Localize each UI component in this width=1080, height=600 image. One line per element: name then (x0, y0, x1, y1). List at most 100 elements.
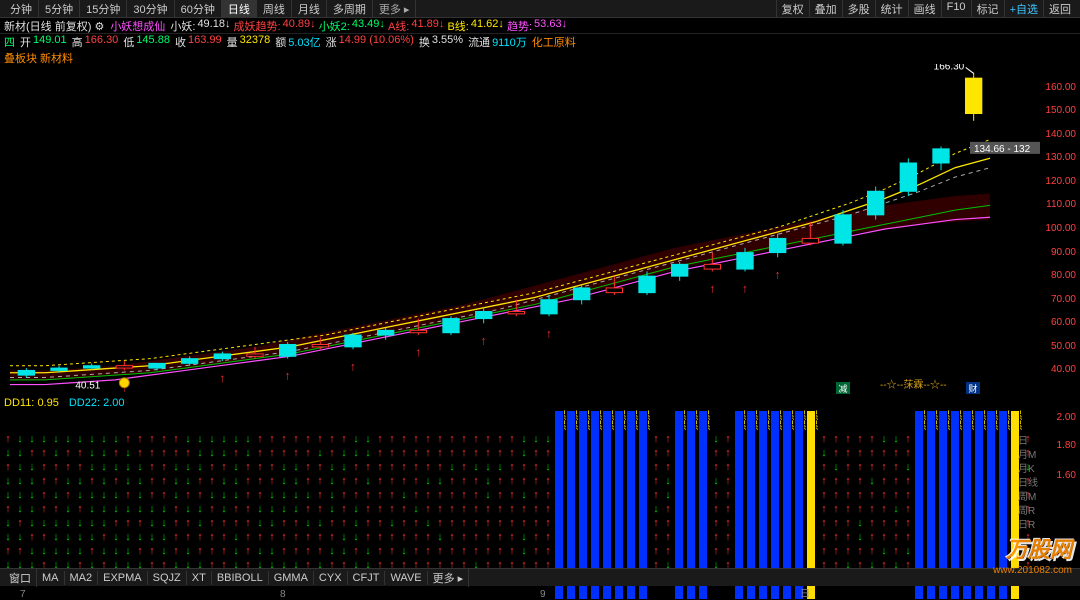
indicator-row-label: 日R (1018, 516, 1038, 530)
indicator-arrow: ↑ (530, 544, 542, 558)
indicator-arrow: ↑ (386, 544, 398, 558)
watermark-url: www.201082.com (993, 565, 1072, 576)
bottom-button-EXPMA[interactable]: EXPMA (98, 571, 148, 585)
timeframe-tab-7[interactable]: 月线 (292, 0, 327, 18)
toolbar-button-+自选[interactable]: +自选 (1004, 0, 1043, 18)
toolbar-button-多股[interactable]: 多股 (842, 0, 875, 18)
indicator-arrow: ↑ (146, 488, 158, 502)
indicator-arrow: ↑ (710, 516, 722, 530)
toolbar-button-叠加[interactable]: 叠加 (809, 0, 842, 18)
toolbar-button-统计[interactable]: 统计 (875, 0, 908, 18)
timeframe-tab-5[interactable]: 日线 (222, 0, 257, 18)
indicator-arrow: ↑ (38, 530, 50, 544)
amt-label: 额 (275, 34, 286, 50)
indicator-arrow: ↑ (302, 432, 314, 446)
indicator-arrow: ↑ (662, 446, 674, 460)
indicator-arrow: ↓ (110, 502, 122, 516)
indicator-arrow: ↑ (362, 516, 374, 530)
timeframe-tab-1[interactable]: 5分钟 (39, 0, 80, 18)
indicator-arrow: ↓ (230, 460, 242, 474)
bottom-button-更多[interactable]: 更多 ▸ (428, 569, 470, 587)
indicator-arrow: ↓ (86, 460, 98, 474)
timeframe-tab-0[interactable]: 分钟 (4, 0, 39, 18)
timeframe-tab-2[interactable]: 15分钟 (80, 0, 127, 18)
indicator-arrow: ↓ (2, 488, 14, 502)
indicator-arrow: ↓ (266, 488, 278, 502)
indicator-arrow: ↑ (722, 530, 734, 544)
indicator-arrow: ↑ (242, 460, 254, 474)
indicator-arrow: ↓ (314, 446, 326, 460)
toolbar-button-返回[interactable]: 返回 (1043, 0, 1076, 18)
indicator-arrow: ↓ (2, 516, 14, 530)
timeframe-tab-4[interactable]: 60分钟 (175, 0, 222, 18)
indicator-arrow: ↑ (902, 502, 914, 516)
indicator-arrow: ↑ (902, 516, 914, 530)
indicator-arrow: ↓ (350, 446, 362, 460)
indicator-arrow: ↑ (326, 446, 338, 460)
indicator-arrow: ↑ (218, 544, 230, 558)
indicator-arrow: ↓ (14, 460, 26, 474)
bottom-button-WAVE[interactable]: WAVE (385, 571, 427, 585)
indicator-arrow: ↑ (842, 474, 854, 488)
indicator-arrow: ↓ (50, 446, 62, 460)
y-tick: 100.00 (1045, 223, 1076, 234)
indicator-arrow: ↑ (842, 460, 854, 474)
indicator-arrow: ↓ (2, 474, 14, 488)
timeframe-tab-8[interactable]: 多周期 (327, 0, 373, 18)
bottom-button-MA[interactable]: MA (37, 571, 65, 585)
info-item: B线:41.62↓ (447, 18, 503, 34)
indicator-arrow: ↑ (722, 488, 734, 502)
toolbar-button-画线[interactable]: 画线 (908, 0, 941, 18)
indicator-arrow: ↑ (650, 516, 662, 530)
indicator-arrow: ↑ (86, 474, 98, 488)
bottom-button-MA2[interactable]: MA2 (65, 571, 99, 585)
bottom-button-XT[interactable]: XT (187, 571, 212, 585)
bottom-button-窗口[interactable]: 窗口 (4, 569, 37, 587)
indicator-arrow: ↓ (230, 474, 242, 488)
indicator-arrow: ↑ (62, 488, 74, 502)
bottom-button-GMMA[interactable]: GMMA (269, 571, 314, 585)
toolbar-button-标记[interactable]: 标记 (971, 0, 1004, 18)
svg-text:↑: ↑ (709, 282, 715, 296)
indicator-arrow: ↑ (842, 432, 854, 446)
indicator-arrow: ↑ (134, 544, 146, 558)
indicator-arrow: ↑ (38, 502, 50, 516)
indicator-arrow: ↑ (242, 488, 254, 502)
low-label: 低 (123, 34, 134, 50)
timeframe-tab-6[interactable]: 周线 (257, 0, 292, 18)
bottom-button-BBIBOLL[interactable]: BBIBOLL (212, 571, 269, 585)
indicator-arrow: ↓ (326, 488, 338, 502)
indicator-arrow: ↑ (878, 516, 890, 530)
indicator-arrow: ↑ (494, 432, 506, 446)
indicator-arrow: ↑ (650, 460, 662, 474)
toolbar-button-F10[interactable]: F10 (941, 0, 971, 18)
indicator-arrow: ↑ (878, 502, 890, 516)
indicator-arrow: ↓ (98, 432, 110, 446)
dd-indicator-label: DD11: 0.95 DD22: 2.00 (0, 396, 125, 410)
indicator-arrow: ↑ (386, 446, 398, 460)
indicator-arrow: ↓ (158, 544, 170, 558)
candlestick-chart[interactable]: ↑↑↑↑↑↑↑↑↑↑166.30134.66 - 13240.51 (0, 64, 1040, 394)
indicator-arrow: ↓ (110, 432, 122, 446)
indicator-y-tick: 1.60 (1057, 470, 1076, 481)
indicator-arrow: ↑ (494, 488, 506, 502)
indicator-arrow: ↑ (278, 544, 290, 558)
indicator-arrow: ↑ (266, 530, 278, 544)
bottom-button-CFJT[interactable]: CFJT (348, 571, 386, 585)
bottom-button-CYX[interactable]: CYX (314, 571, 348, 585)
timeframe-tab-3[interactable]: 30分钟 (127, 0, 174, 18)
indicator-arrow: ↑ (314, 474, 326, 488)
indicator-arrow: ↑ (518, 502, 530, 516)
indicator-arrow: ↑ (446, 544, 458, 558)
toolbar-button-复权[interactable]: 复权 (776, 0, 809, 18)
indicator-arrow: ↓ (38, 544, 50, 558)
indicator-arrow: ↑ (242, 474, 254, 488)
indicator-arrow: ↑ (446, 530, 458, 544)
indicator-arrow: ↑ (38, 488, 50, 502)
indicator-arrow: ↓ (134, 530, 146, 544)
timeframe-tab-9[interactable]: 更多 ▸ (373, 0, 417, 18)
bottom-button-SQJZ[interactable]: SQJZ (148, 571, 187, 585)
indicator-arrow: ↓ (14, 446, 26, 460)
open-value: 149.01 (33, 34, 67, 50)
indicator-arrow: ↑ (542, 544, 554, 558)
